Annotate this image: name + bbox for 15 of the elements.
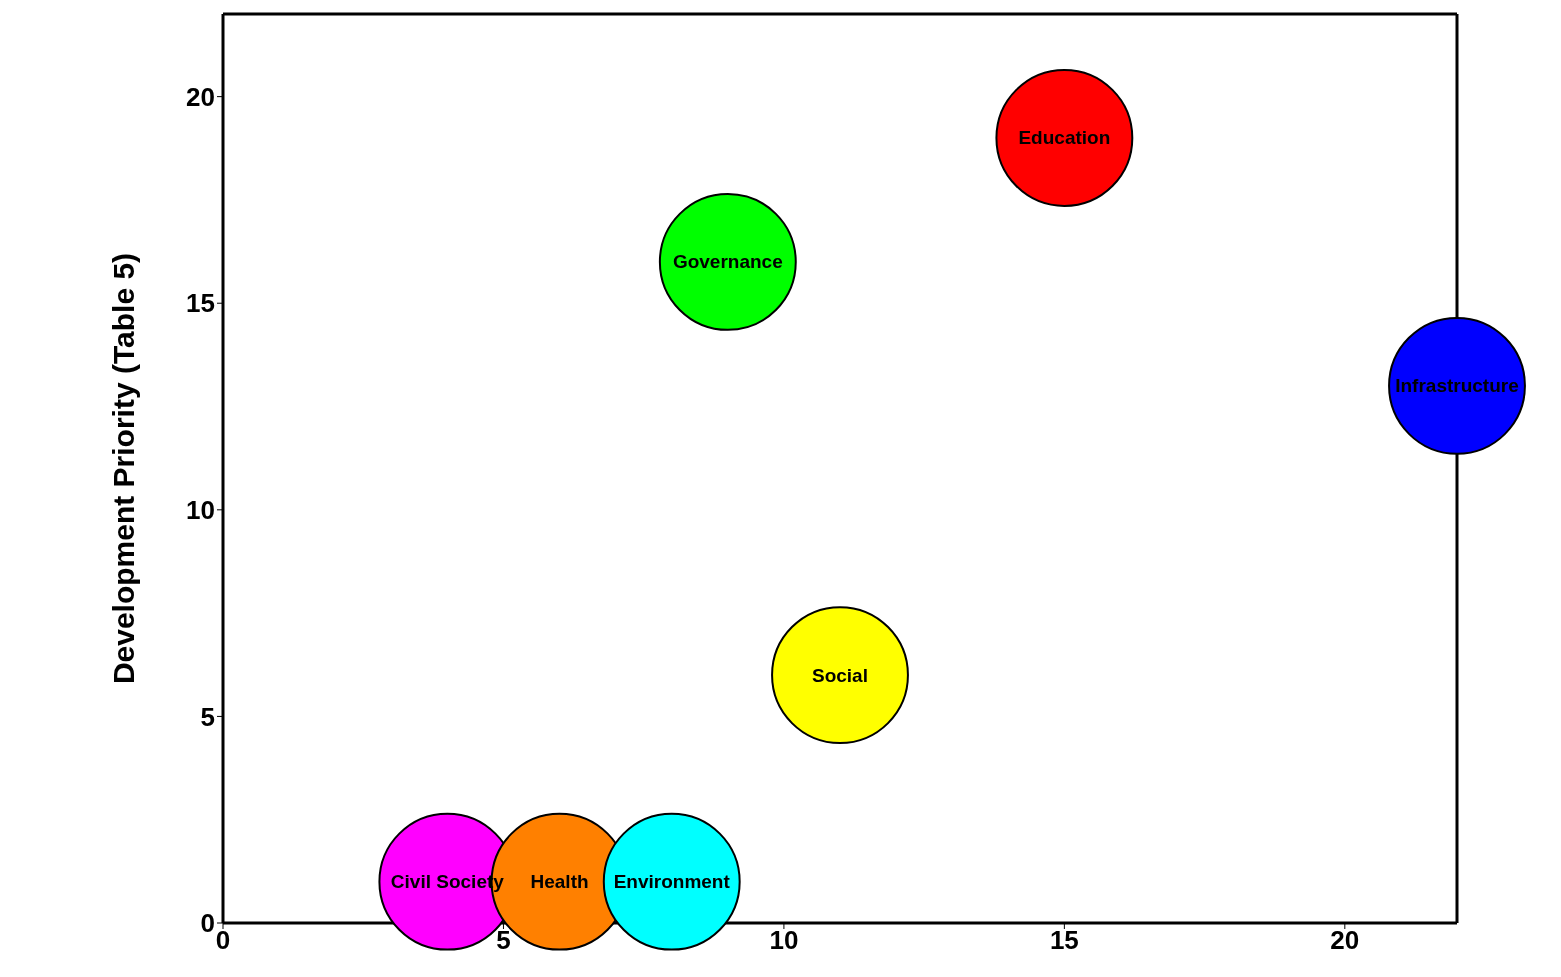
series-label: Governance xyxy=(672,251,783,273)
y-tick-label: 20 xyxy=(186,81,215,112)
y-axis-title: Development Priority (Table 5) xyxy=(106,252,140,685)
series-label: Environment xyxy=(613,871,731,893)
y-tick-label: 15 xyxy=(186,288,215,319)
series-label: Infrastructure xyxy=(1395,375,1519,397)
x-tick-label: 20 xyxy=(1330,925,1360,956)
series-label: Health xyxy=(530,871,589,893)
x-tick-label: 10 xyxy=(769,925,799,956)
y-tick-label: 10 xyxy=(186,495,215,526)
x-tick-label: 15 xyxy=(1049,925,1079,956)
series-label: Social xyxy=(812,664,868,686)
x-tick-label: 5 xyxy=(496,925,511,956)
y-tick-label: 5 xyxy=(200,701,215,732)
series-label: Education xyxy=(1018,127,1111,149)
